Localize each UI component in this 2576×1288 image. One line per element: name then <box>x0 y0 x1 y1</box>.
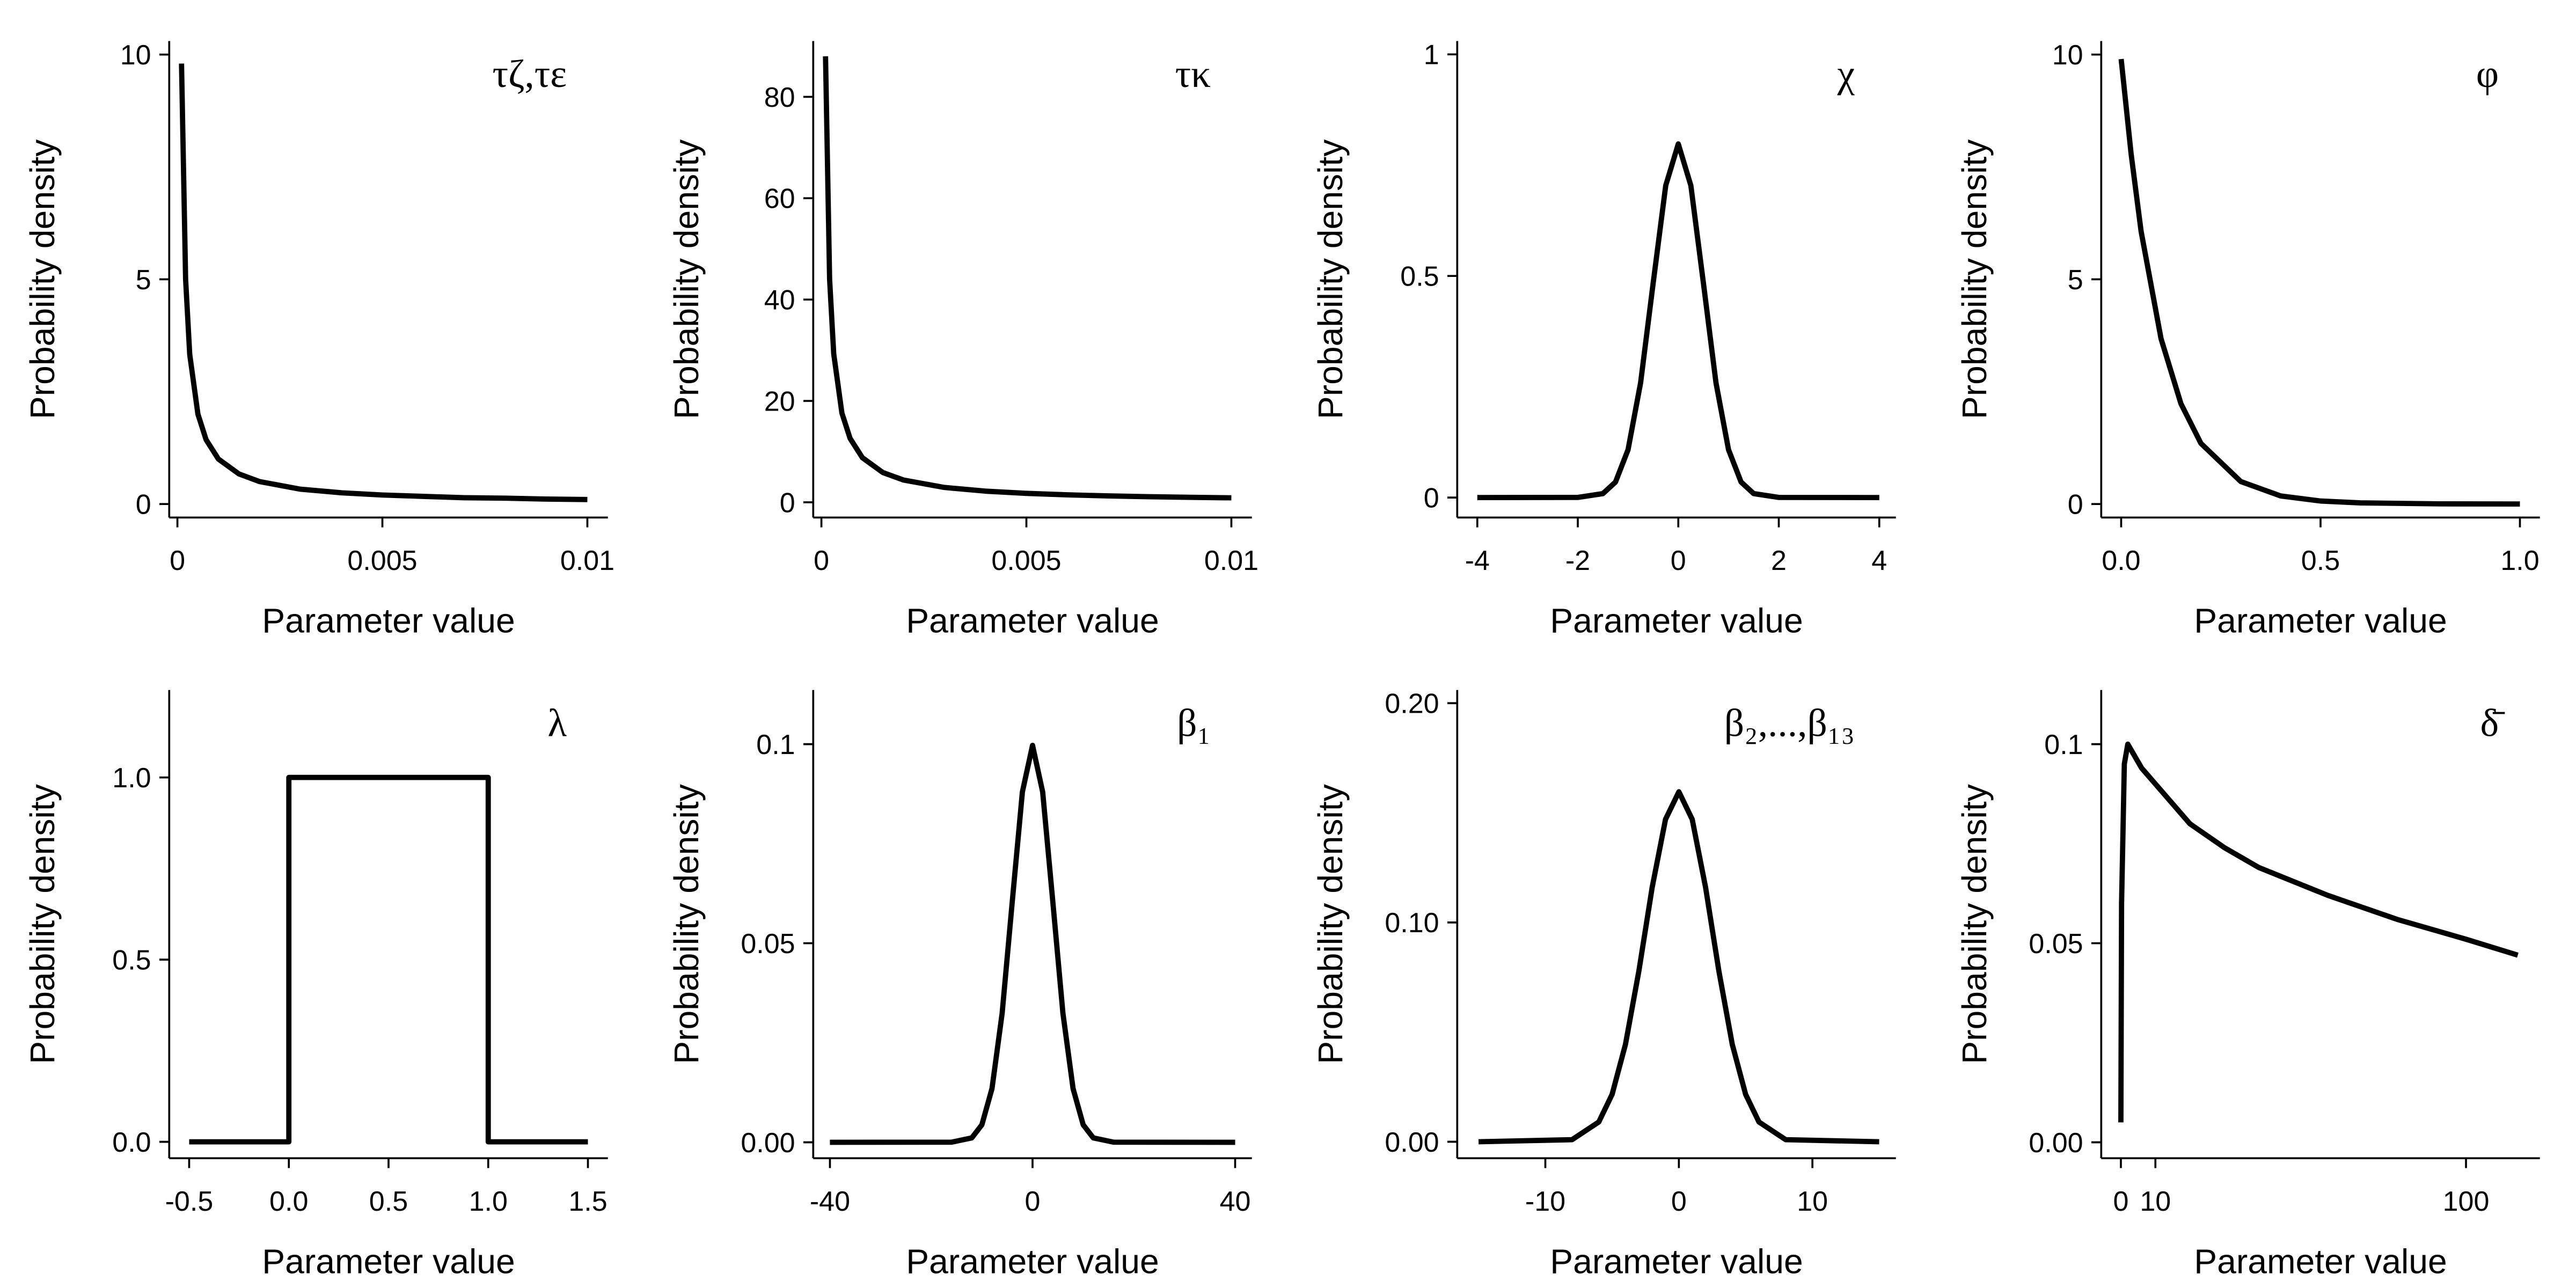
y-tick-label: 10 <box>120 40 151 71</box>
x-tick-label: -2 <box>1565 545 1590 576</box>
y-tick-label: 10 <box>2052 40 2083 71</box>
x-tick-label: -40 <box>810 1186 850 1217</box>
density-curve <box>823 56 1232 501</box>
y-tick-label: 0.5 <box>112 945 151 976</box>
panel-title: τκ <box>1175 52 1211 96</box>
x-axis-label: Parameter value <box>906 602 1159 640</box>
y-tick-label: 1 <box>1424 40 1439 71</box>
y-axis-label: Probability density <box>1311 140 1350 420</box>
x-tick-label: 0.005 <box>347 545 417 576</box>
x-tick-label: 40 <box>1220 1186 1251 1217</box>
x-tick-label: 0 <box>1671 545 1686 576</box>
x-tick-label: 0.0 <box>269 1186 308 1217</box>
y-axis-label: Probability density <box>1311 784 1350 1064</box>
y-tick-label: 0.00 <box>741 1128 795 1159</box>
x-tick-label: 10 <box>1797 1186 1828 1217</box>
y-tick-label: 0.00 <box>1385 1127 1439 1158</box>
x-tick-label: 0.0 <box>2102 545 2140 576</box>
x-axis-label: Parameter value <box>262 1242 515 1280</box>
density-curve <box>2118 58 2520 507</box>
x-tick-label: 0.005 <box>991 545 1061 576</box>
y-axis-label: Probability density <box>23 140 62 420</box>
x-tick-label: 0 <box>2113 1186 2128 1217</box>
x-axis-label: Parameter value <box>2194 602 2447 640</box>
y-tick-label: 0.00 <box>2029 1128 2083 1159</box>
y-axis-label: Probability density <box>23 784 62 1064</box>
y-tick-label: 0 <box>1424 482 1439 514</box>
x-tick-label: -4 <box>1465 545 1490 576</box>
y-tick-label: 80 <box>764 82 795 113</box>
x-tick-label: 0.5 <box>369 1186 408 1217</box>
y-tick-label: 0.05 <box>741 928 795 960</box>
x-tick-label: 1.5 <box>568 1186 607 1217</box>
x-tick-label: 0 <box>170 545 185 576</box>
x-tick-label: 1.0 <box>2500 545 2539 576</box>
panel-title: β₂,...,β₁₃ <box>1724 701 1855 744</box>
panel-title: δ̄ <box>2480 701 2505 744</box>
panel-title: τζ,τε <box>492 52 567 96</box>
y-tick-label: 0 <box>2068 489 2083 521</box>
x-axis-label: Parameter value <box>1550 1242 1803 1280</box>
density-curve <box>2118 741 2519 1123</box>
x-axis-label: Parameter value <box>262 602 515 640</box>
y-tick-label: 0 <box>780 487 795 518</box>
y-tick-label: 40 <box>764 285 795 316</box>
y-axis-label: Probability density <box>1955 784 1994 1064</box>
x-axis-label: Parameter value <box>1550 602 1803 640</box>
density-curve <box>189 774 588 1145</box>
x-tick-label: 0 <box>814 545 829 576</box>
y-tick-label: 0.1 <box>2044 729 2083 760</box>
y-tick-label: 0.05 <box>2029 928 2083 960</box>
panel-title: β₁ <box>1177 701 1211 744</box>
y-tick-label: 0 <box>136 489 151 521</box>
y-tick-label: 0.10 <box>1385 908 1439 939</box>
x-tick-label: 10 <box>2140 1186 2171 1217</box>
x-tick-label: 2 <box>1771 545 1787 576</box>
panel-title: φ <box>2476 52 2499 96</box>
y-tick-label: 0.20 <box>1385 689 1439 720</box>
x-axis-label: Parameter value <box>906 1242 1159 1280</box>
y-tick-label: 20 <box>764 386 795 417</box>
density-curve <box>830 742 1235 1145</box>
y-tick-label: 1.0 <box>112 763 151 794</box>
y-tick-label: 5 <box>2068 265 2083 296</box>
x-tick-label: -0.5 <box>165 1186 214 1217</box>
y-tick-label: 0.1 <box>756 729 795 760</box>
density-curve <box>1478 789 1879 1145</box>
y-axis-label: Probability density <box>667 784 706 1064</box>
x-tick-label: 0.01 <box>1204 545 1258 576</box>
y-axis-label: Probability density <box>1955 140 1994 420</box>
x-tick-label: 0.5 <box>2301 545 2340 576</box>
y-tick-label: 0.5 <box>1400 261 1439 292</box>
y-axis-label: Probability density <box>667 140 706 420</box>
x-tick-label: -10 <box>1525 1186 1565 1217</box>
x-tick-label: 0 <box>1671 1186 1687 1217</box>
y-tick-label: 0.0 <box>112 1127 151 1158</box>
density-curve <box>179 63 588 502</box>
x-axis-label: Parameter value <box>2194 1242 2447 1280</box>
panel-title: χ <box>1837 52 1855 96</box>
panel-title: λ <box>547 701 567 744</box>
x-tick-label: 1.0 <box>469 1186 508 1217</box>
x-tick-label: 0.01 <box>560 545 614 576</box>
x-tick-label: 4 <box>1871 545 1887 576</box>
x-tick-label: 100 <box>2443 1186 2490 1217</box>
density-curve <box>1477 141 1879 501</box>
y-tick-label: 60 <box>764 184 795 215</box>
x-tick-label: 0 <box>1025 1186 1041 1217</box>
y-tick-label: 5 <box>136 265 151 296</box>
